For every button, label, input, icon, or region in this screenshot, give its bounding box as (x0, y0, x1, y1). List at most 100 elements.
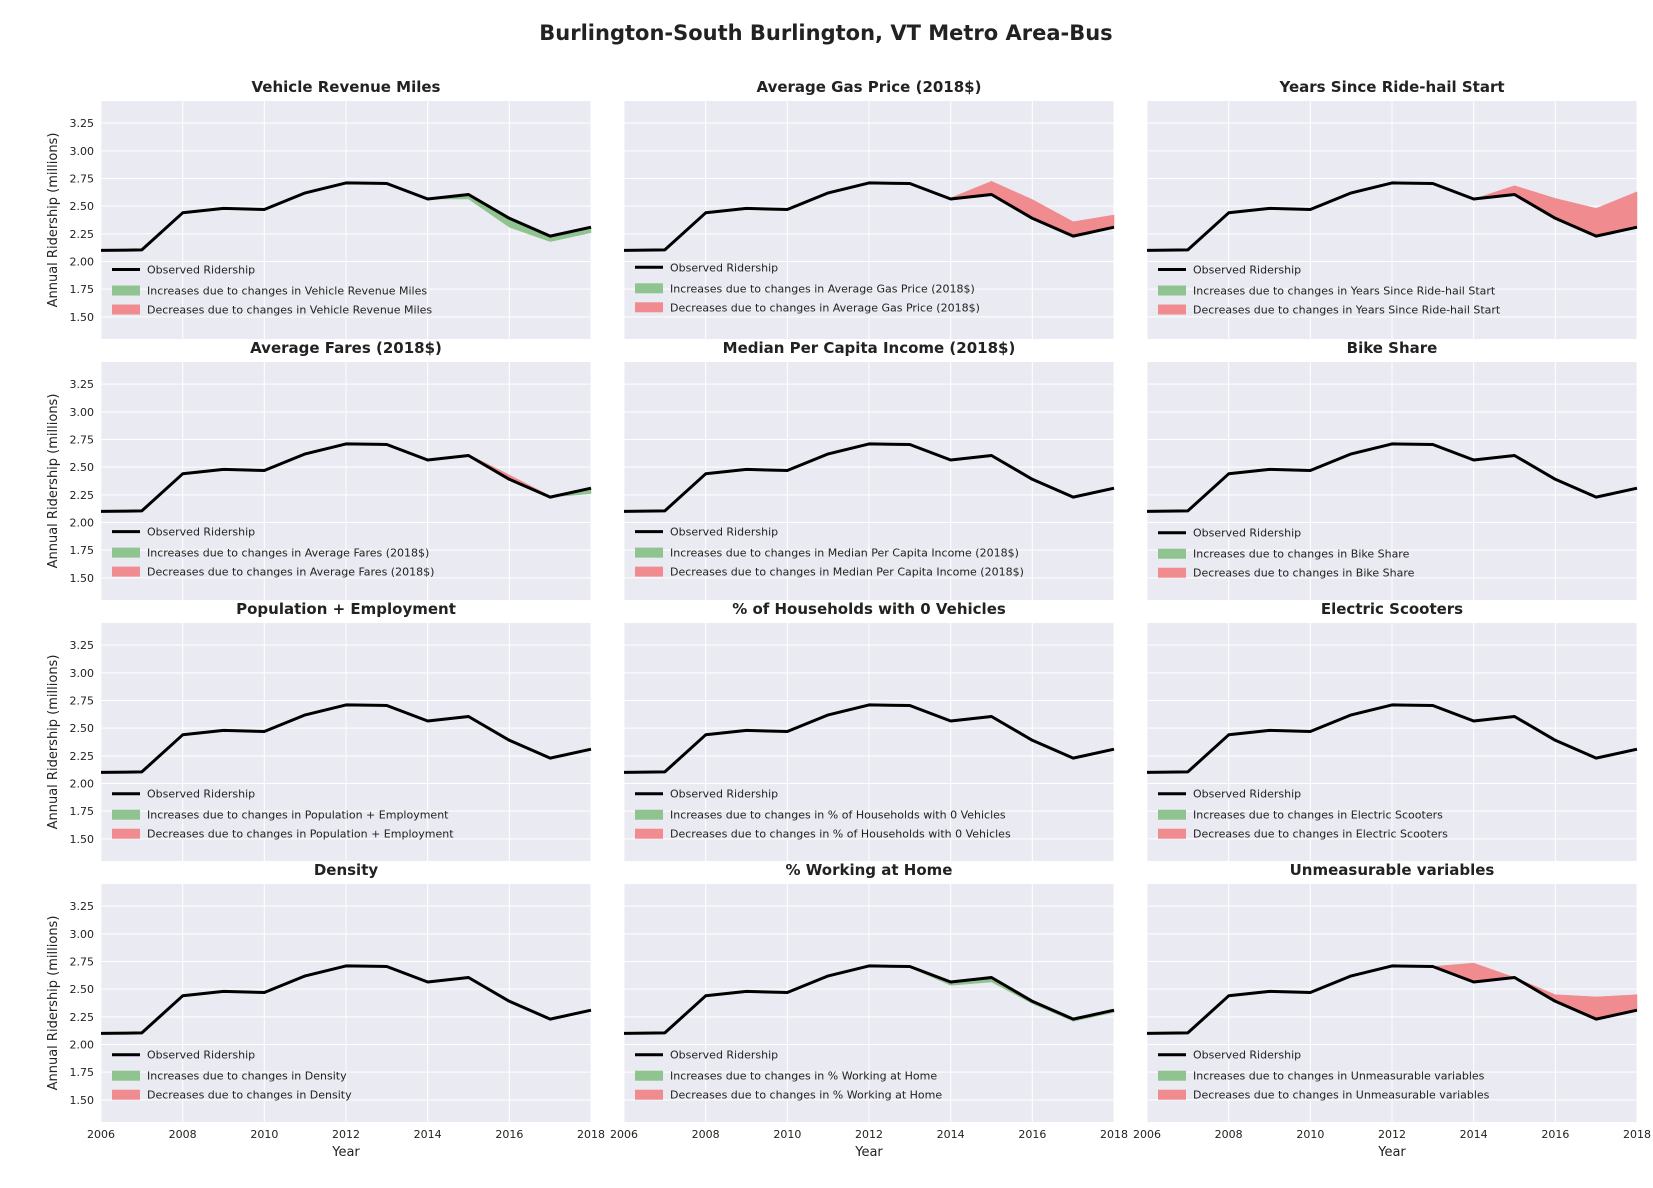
subplot-title: Years Since Ride-hail Start (1278, 78, 1504, 96)
x-tick-label: 2016 (1018, 1128, 1046, 1141)
legend-increase-label: Increases due to changes in Population +… (147, 809, 449, 822)
subplot-title: Average Fares (2018$) (250, 339, 442, 357)
subplot-2: Average Gas Price (2018$) Observed Riders… (623, 78, 1115, 339)
legend-decrease-swatch (635, 302, 663, 313)
figure-title: Burlington-South Burlington, VT Metro Ar… (539, 21, 1112, 45)
legend-increase-label: Increases due to changes in Years Since … (1193, 285, 1496, 298)
y-tick-label: 2.50 (70, 983, 95, 996)
x-axis-label: Year (854, 1145, 883, 1160)
y-tick-label: 2.00 (70, 256, 95, 269)
x-tick-label: 2006 (1133, 1128, 1161, 1141)
subplot-1: Vehicle Revenue Miles 1.50 1.75 2.00 2.25 2.5… (46, 78, 592, 339)
legend-decrease-swatch (112, 1089, 140, 1100)
y-tick-label: 2.50 (70, 200, 95, 213)
y-tick-label: 3.25 (70, 900, 95, 913)
x-tick-label: 2016 (495, 1128, 523, 1141)
y-tick-label: 1.75 (70, 805, 95, 818)
subplot-12: Unmeasurable variables 2006 2008 2010 2012 20… (1133, 861, 1651, 1160)
subplot-4: Average Fares (2018$) 1.50 1.75 2.00 2.25 2.5… (46, 339, 592, 600)
y-tick-label: 2.50 (70, 461, 95, 474)
legend-decrease-swatch (1158, 567, 1186, 578)
legend-decrease-label: Decreases due to changes in Years Since … (1193, 304, 1501, 317)
y-tick-label: 2.00 (70, 517, 95, 530)
y-tick-label: 2.25 (70, 228, 95, 241)
subplot-5: Median Per Capita Income (2018$) Observed… (623, 339, 1115, 600)
legend-increase-label: Increases due to changes in Unmeasurable… (1193, 1070, 1485, 1083)
legend-increase-swatch (112, 809, 140, 820)
x-tick-label: 2012 (1378, 1128, 1406, 1141)
subplot-8: % of Households with 0 Vehicles Observed … (623, 600, 1115, 861)
legend: Observed Ridership Increases due to chang… (1158, 1049, 1490, 1102)
legend: Observed Ridership Increases due to chang… (112, 526, 434, 579)
legend-decrease-label: Decreases due to changes in Electric Sco… (1193, 828, 1448, 841)
legend-increase-label: Increases due to changes in Electric Sco… (1193, 809, 1443, 822)
y-tick-label: 3.25 (70, 378, 95, 391)
x-tick-label: 2008 (1215, 1128, 1243, 1141)
y-tick-label: 2.00 (70, 778, 95, 791)
legend-increase-label: Increases due to changes in % of Househo… (670, 809, 1006, 822)
legend-decrease-swatch (1158, 1089, 1186, 1100)
legend-observed-label: Observed Ridership (1193, 788, 1301, 801)
legend: Observed Ridership Increases due to chang… (635, 1049, 942, 1102)
legend-increase-swatch (635, 283, 663, 294)
x-tick-label: 2010 (773, 1128, 801, 1141)
legend: Observed Ridership Increases due to chang… (112, 264, 432, 317)
legend-decrease-label: Decreases due to changes in Population +… (147, 828, 454, 841)
subplot-title: Bike Share (1347, 339, 1438, 357)
legend-increase-swatch (112, 285, 140, 296)
legend-decrease-label: Decreases due to changes in Median Per C… (670, 566, 1024, 579)
x-tick-label: 2018 (1100, 1128, 1128, 1141)
legend: Observed Ridership Increases due to chang… (1158, 788, 1448, 841)
observed-ridership-line (623, 442, 1115, 513)
x-tick-label: 2006 (610, 1128, 638, 1141)
subplot-title: Median Per Capita Income (2018$) (723, 339, 1016, 357)
observed-ridership-line (1146, 964, 1638, 1035)
legend-decrease-label: Decreases due to changes in % Working at… (670, 1089, 942, 1102)
y-tick-label: 2.75 (70, 955, 95, 968)
observed-ridership-line (623, 964, 1115, 1035)
y-tick-label: 2.25 (70, 1011, 95, 1024)
legend-decrease-swatch (635, 1089, 663, 1100)
y-tick-label: 1.75 (70, 544, 95, 557)
legend-decrease-label: Decreases due to changes in Average Gas … (670, 301, 980, 314)
y-tick-label: 1.50 (70, 833, 95, 846)
legend-increase-label: Increases due to changes in Bike Share (1193, 548, 1410, 561)
legend-observed-label: Observed Ridership (670, 261, 778, 274)
legend-increase-label: Increases due to changes in Median Per C… (670, 547, 1019, 560)
observed-ridership-line (623, 703, 1115, 774)
subplot-title: % of Households with 0 Vehicles (732, 600, 1006, 618)
legend: Observed Ridership Increases due to chang… (112, 1049, 352, 1102)
x-tick-label: 2016 (1541, 1128, 1569, 1141)
legend-observed-label: Observed Ridership (147, 788, 255, 801)
y-tick-label: 1.50 (70, 572, 95, 585)
x-tick-label: 2010 (250, 1128, 278, 1141)
legend-decrease-swatch (112, 828, 140, 839)
subplot-title: % Working at Home (786, 861, 953, 879)
subplot-11: % Working at Home 2006 2008 2010 2012 2014 201… (610, 861, 1128, 1160)
legend-observed-label: Observed Ridership (670, 1049, 778, 1062)
y-tick-label: 2.00 (70, 1039, 95, 1052)
legend-decrease-swatch (1158, 304, 1186, 315)
x-tick-label: 2010 (1296, 1128, 1324, 1141)
x-tick-label: 2014 (937, 1128, 965, 1141)
subplot-9: Electric Scooters Observed Ridership Incre… (1146, 600, 1638, 861)
x-tick-label: 2008 (692, 1128, 720, 1141)
y-tick-label: 1.75 (70, 1066, 95, 1079)
legend-decrease-swatch (635, 828, 663, 839)
legend: Observed Ridership Increases due to chang… (1158, 527, 1415, 580)
legend-decrease-label: Decreases due to changes in Average Fare… (147, 566, 434, 579)
legend-increase-swatch (1158, 1070, 1186, 1081)
legend-decrease-label: Decreases due to changes in Vehicle Reve… (147, 304, 432, 317)
y-tick-label: 2.25 (70, 750, 95, 763)
legend-decrease-swatch (112, 566, 140, 577)
y-tick-label: 2.75 (70, 172, 95, 185)
y-tick-label: 3.00 (70, 406, 95, 419)
legend-increase-label: Increases due to changes in Vehicle Reve… (147, 285, 427, 298)
subplot-title: Density (314, 861, 379, 879)
legend-observed-label: Observed Ridership (670, 526, 778, 539)
legend-increase-swatch (1158, 809, 1186, 820)
legend-increase-label: Increases due to changes in % Working at… (670, 1070, 937, 1083)
subplot-3: Years Since Ride-hail Start Observed Ride… (1146, 78, 1638, 339)
subplot-title: Unmeasurable variables (1290, 861, 1495, 879)
